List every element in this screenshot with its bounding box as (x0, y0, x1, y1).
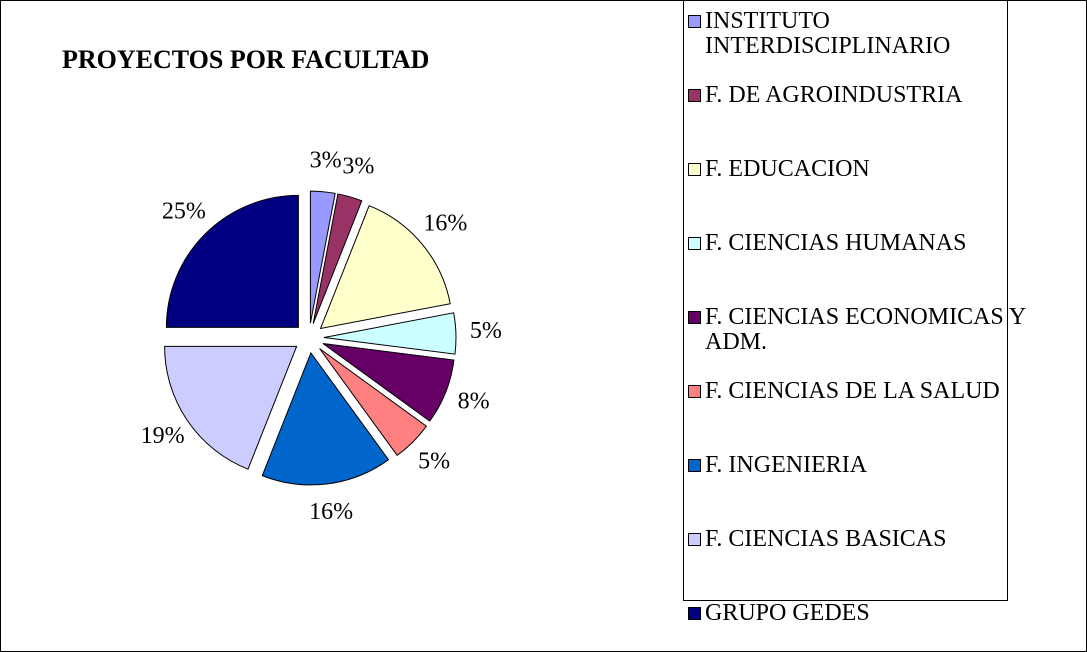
data-label: 5% (470, 318, 502, 344)
data-label: 25% (162, 198, 206, 224)
pie-slice (164, 345, 298, 470)
legend-swatch (688, 311, 701, 324)
legend-entry: INSTITUTO INTERDISCIPLINARIO (688, 9, 1055, 59)
legend-entry: GRUPO GEDES (688, 601, 1055, 626)
data-label: 16% (309, 499, 353, 525)
legend-entry: F. CIENCIAS BASICAS (688, 527, 1055, 552)
legend-swatch (688, 459, 701, 472)
legend-box (683, 0, 1008, 601)
pie-slice (165, 194, 299, 328)
legend-swatch (688, 15, 701, 28)
pie-slice (261, 351, 390, 486)
legend-swatch (688, 237, 701, 250)
legend-label: F. CIENCIAS BASICAS (705, 526, 947, 552)
legend-entry: F. CIENCIAS DE LA SALUD (688, 379, 1055, 404)
chart-title: PROYECTOS POR FACULTAD (62, 45, 429, 74)
data-label: 5% (418, 449, 450, 475)
legend-label: F. EDUCACION (705, 156, 870, 182)
legend-swatch (688, 607, 701, 620)
legend-label: F. DE AGROINDUSTRIA (705, 82, 963, 108)
pie-slice (309, 190, 336, 324)
pie-slice (319, 348, 428, 457)
legend-swatch (688, 89, 701, 102)
pie-slice (322, 343, 455, 422)
data-label: 3% (342, 154, 374, 180)
pie-slice (312, 193, 363, 324)
data-label: 8% (458, 389, 490, 415)
legend-label: F. CIENCIAS HUMANAS (705, 230, 967, 256)
legend-label: F. CIENCIAS ECONOMICAS Y ADM. (705, 304, 1026, 355)
legend-swatch (688, 533, 701, 546)
legend-entry: F. CIENCIAS ECONOMICAS Y ADM. (688, 305, 1055, 355)
legend-label: F. INGENIERIA (705, 452, 868, 478)
pie-slice (323, 312, 457, 355)
legend-label: INSTITUTO INTERDISCIPLINARIO (705, 8, 951, 59)
data-label: 3% (310, 147, 342, 173)
legend-entry: F. CIENCIAS HUMANAS (688, 231, 1055, 256)
legend-swatch (688, 163, 701, 176)
pie-slice (319, 205, 451, 330)
legend-entry: F. EDUCACION (688, 157, 1055, 182)
legend-label: GRUPO GEDES (705, 600, 870, 626)
data-label: 16% (423, 211, 467, 237)
legend-swatch (688, 385, 701, 398)
legend-label: F. CIENCIAS DE LA SALUD (705, 378, 1000, 404)
legend-entry: F. DE AGROINDUSTRIA (688, 83, 1055, 108)
data-label: 19% (141, 423, 185, 449)
legend-entry: F. INGENIERIA (688, 453, 1055, 478)
